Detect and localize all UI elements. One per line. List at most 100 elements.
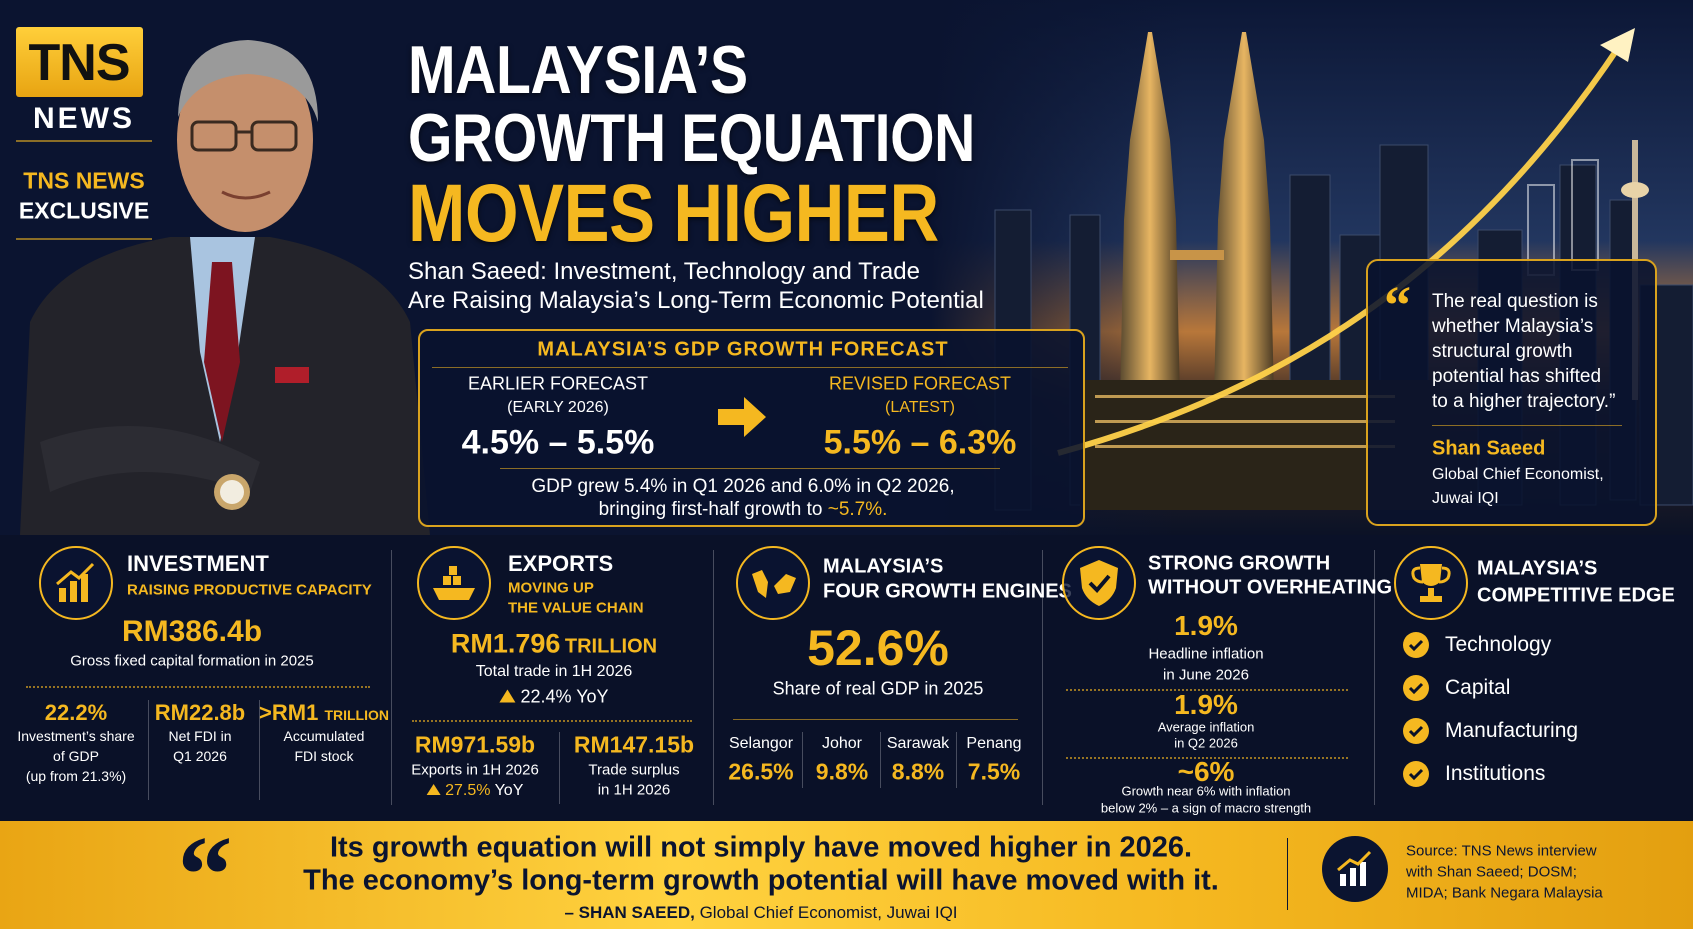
check-icon [1403,718,1429,744]
forecast-label: EARLIER FORECAST [467,373,649,394]
check-icon [1403,761,1429,787]
subtitle: Shan Saeed: Investment, Technology and T… [408,258,920,285]
headline-value: RM1.796 [450,628,561,659]
divider [432,367,1068,368]
headline-unit: TRILLION [564,635,658,658]
state-name: Selangor [728,735,794,752]
divider [16,238,152,240]
forecast-note: GDP grew 5.4% in Q1 2026 and 6.0% in Q2 … [531,476,955,497]
panel-subtitle: RAISING PRODUCTIVE CAPACITY [127,581,372,599]
panel-subtitle: MOVING UP [508,579,594,597]
map-icon [736,546,810,620]
check-mark [1408,725,1424,738]
exports-icon [417,546,491,620]
stat-label: in 1H 2026 [597,781,671,799]
stat-label: Q1 2026 [173,748,227,764]
stat-value: 1.9% [1174,689,1238,720]
tag-line: EXCLUSIVE [18,197,150,224]
headline: GROWTH EQUATION [408,100,975,176]
state-name: Sarawak [886,735,950,752]
quote-text: structural growth [1432,341,1573,362]
state-value: 26.5% [728,758,794,785]
quote-role: Juwai IQI [1432,490,1499,507]
divider [1066,757,1348,759]
forecast-range: 4.5% – 5.5% [461,423,655,462]
quote-mark: “ [1384,275,1411,335]
change-value: 27.5% [445,782,491,799]
divider [16,140,152,142]
stat-divider [259,700,260,800]
divider [412,720,692,722]
forecast-period: (LATEST) [885,399,955,416]
quote-role: Global Chief Economist, [1432,466,1604,483]
forecast-label: REVISED FORECAST [828,373,1012,394]
stat-unit: TRILLION [324,707,389,723]
state-value: 7.5% [967,758,1021,785]
edge-item: Manufacturing [1445,719,1579,742]
panel-title: MALAYSIA’S [1477,557,1598,580]
stat-value: >RM1 TRILLION [259,700,389,726]
stat-label: of GDP [53,748,99,764]
check-mark [1408,639,1424,652]
stat-value: RM147.15b [573,731,695,758]
logo-sub: NEWS [33,102,135,135]
panel-divider [1042,550,1043,805]
state-divider [801,732,803,788]
stat-label: Net FDI in [168,728,232,744]
stat-value: RM22.8b [155,700,245,726]
state-divider [956,732,957,788]
arrow-icon [718,397,766,437]
edge-item: Capital [1445,676,1511,699]
attribution-role: Global Chief Economist, Juwai IQI [699,903,958,922]
quote-text: The real question is [1432,291,1598,312]
quote-text: to a higher trajectory.” [1432,391,1616,412]
panel-caption: Share of real GDP in 2025 [772,678,984,699]
logo-box [16,27,143,97]
stat-label: Headline inflation [1148,645,1264,663]
panel-divider [713,550,714,805]
stat-value: RM971.59b [414,731,536,758]
stat-label: FDI stock [294,748,354,764]
change-unit: YoY [576,686,609,707]
tag-line: TNS NEWS [23,167,145,194]
stat-label: in Q2 2026 [1174,735,1238,751]
divider [26,686,370,688]
attribution-name: – SHAN SAEED, [564,903,695,922]
forecast-title: MALAYSIA’S GDP GROWTH FORECAST [537,338,949,361]
stat-label: Trade surplus [588,761,680,779]
footer-quote: Its growth equation will not simply have… [329,831,1193,864]
stat-label: Growth near 6% with inflation [1121,783,1291,799]
edge-item: Institutions [1445,762,1546,785]
change-line: 22.4% YoY [499,686,609,708]
stat-label: Average inflation [1157,719,1255,735]
panel-title: COMPETITIVE EDGE [1477,584,1675,607]
investment-icon [39,546,113,620]
check-mark [1408,682,1424,695]
footer-quote: The economy’s long-term growth potential… [303,864,1219,897]
panel-headline: RM386.4b [121,615,263,648]
stat-divider [559,732,560,804]
stat-label: Investment’s share [17,728,135,744]
change-value: 22.4% [520,686,572,707]
footer-band [0,821,1693,929]
panel-divider [391,550,392,805]
quote-author: Shan Saeed [1432,437,1546,460]
panel-headline: 52.6% [807,620,949,676]
footer-quote-mark: “ [177,813,233,929]
panel-title: STRONG GROWTH [1148,552,1331,575]
panel-subtitle: THE VALUE CHAIN [508,599,644,617]
state-divider [880,732,881,788]
panel-title: FOUR GROWTH ENGINES [823,580,1072,603]
portrait [20,40,430,535]
stat-number: 22.2% [44,700,108,725]
panel-title: EXPORTS [508,551,614,576]
stat-number: >RM1 [259,700,319,725]
quote-text: potential has shifted [1432,366,1602,387]
footer-attribution: – SHAN SAEED, Global Chief Economist, Ju… [564,903,957,923]
headline: MOVES HIGHER [408,168,939,259]
state-name: Penang [966,735,1022,752]
quote-text: whether Malaysia’s [1432,316,1594,337]
stat-label: in June 2026 [1163,666,1249,684]
forecast-period: (EARLY 2026) [507,399,609,416]
